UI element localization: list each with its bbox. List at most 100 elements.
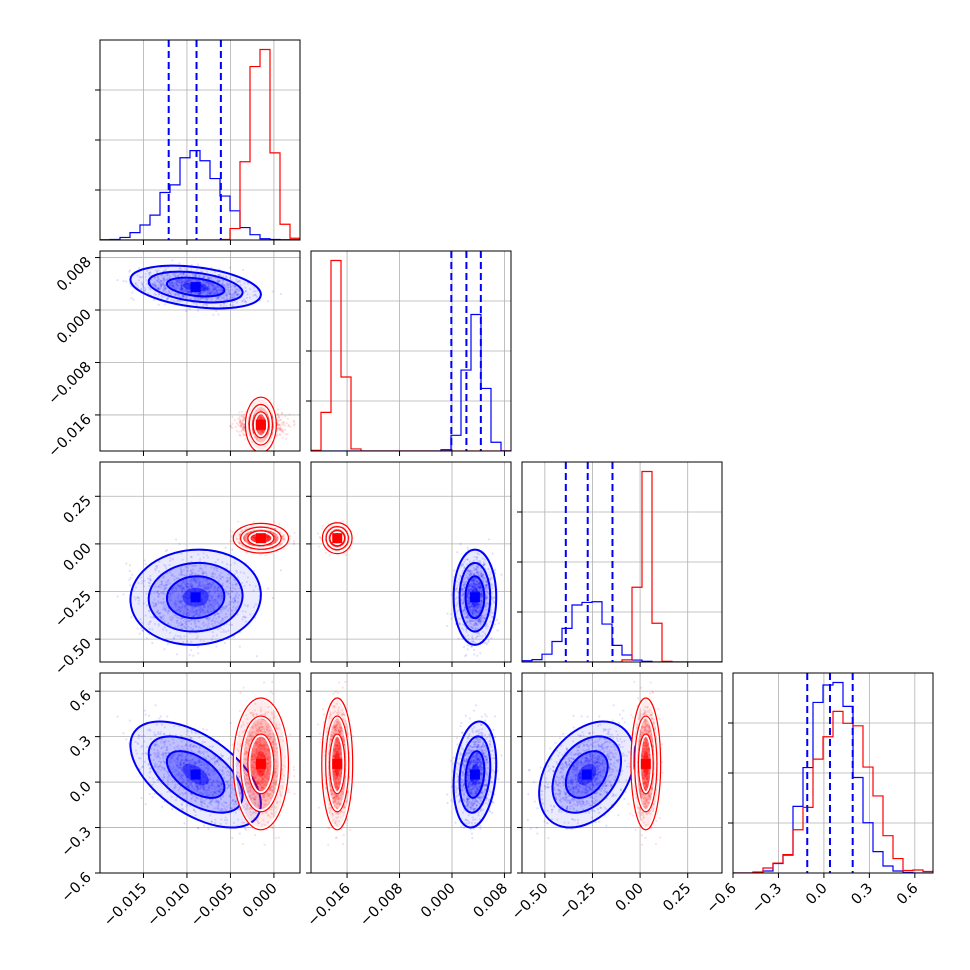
- scatter-point: [213, 285, 216, 288]
- scatter-point: [152, 283, 156, 286]
- scatter-point: [128, 570, 131, 573]
- scatter-point: [194, 572, 197, 575]
- scatter-point: [151, 641, 154, 645]
- scatter-point: [180, 281, 183, 284]
- scatter-point: [198, 582, 201, 585]
- scatter-point: [262, 430, 265, 433]
- scatter-point: [209, 594, 212, 597]
- scatter-point: [205, 602, 208, 605]
- scatter-point: [260, 417, 264, 420]
- scatter-point: [145, 278, 148, 282]
- scatter-point: [254, 435, 257, 439]
- scatter-point: [183, 295, 186, 298]
- scatter-point: [284, 428, 287, 431]
- scatter-point: [271, 596, 274, 600]
- scatter-point: [174, 274, 177, 278]
- scatter-point: [175, 589, 178, 592]
- scatter-point: [160, 283, 163, 286]
- scatter-point: [185, 274, 189, 277]
- scatter-point: [181, 282, 184, 285]
- scatter-point: [171, 616, 175, 619]
- scatter-point: [148, 271, 152, 274]
- scatter-point: [141, 275, 144, 279]
- scatter-point: [277, 423, 280, 426]
- scatter-point: [170, 285, 174, 289]
- scatter-point: [210, 603, 213, 607]
- scatter-point: [206, 617, 210, 620]
- scatter-point: [254, 294, 257, 297]
- scatter-point: [239, 420, 242, 423]
- scatter-point: [205, 299, 209, 302]
- scatter-point: [212, 604, 215, 607]
- histogram-1-2: [522, 470, 722, 662]
- scatter-point: [201, 291, 205, 294]
- scatter-point: [206, 297, 210, 300]
- scatter-point: [231, 586, 234, 590]
- scatter-point: [202, 291, 205, 294]
- scatter-point: [229, 540, 232, 543]
- scatter-point: [248, 296, 251, 299]
- scatter-point: [241, 422, 244, 425]
- scatter-point: [180, 583, 183, 586]
- scatter-point: [207, 285, 210, 288]
- scatter-point: [231, 422, 234, 425]
- scatter-point: [209, 607, 212, 610]
- scatter-point: [215, 309, 218, 312]
- scatter-point: [228, 276, 231, 280]
- scatter-point: [243, 433, 246, 437]
- scatter-point: [259, 416, 262, 420]
- scatter-point: [255, 655, 258, 658]
- scatter-point: [234, 425, 238, 428]
- scatter-point: [136, 286, 140, 289]
- scatter-point: [217, 273, 221, 277]
- scatter-point: [172, 589, 175, 592]
- scatter-point: [217, 296, 220, 299]
- scatter-point: [286, 433, 289, 436]
- scatter-point: [198, 567, 202, 570]
- scatter-point: [175, 282, 178, 285]
- scatter-point: [143, 585, 146, 588]
- scatter-point: [162, 603, 165, 606]
- scatter-point: [197, 279, 200, 282]
- scatter-point: [147, 274, 151, 277]
- scatter-point: [190, 279, 194, 283]
- scatter-point: [219, 304, 222, 307]
- scatter-point: [217, 297, 220, 301]
- scatter-point: [207, 585, 210, 588]
- scatter-point: [280, 412, 284, 416]
- scatter-point: [149, 288, 152, 291]
- scatter-point: [260, 417, 263, 420]
- scatter-point: [162, 287, 165, 290]
- scatter-point: [240, 424, 243, 427]
- density-peak: [255, 533, 266, 544]
- scatter-point: [188, 631, 192, 635]
- scatter-point: [159, 284, 162, 288]
- scatter-point: [243, 416, 246, 420]
- scatter-point: [197, 291, 200, 294]
- scatter-point: [166, 277, 169, 280]
- scatter-point: [159, 612, 162, 615]
- scatter-point: [157, 280, 160, 283]
- scatter-point: [159, 280, 162, 283]
- scatter-point: [255, 437, 259, 440]
- scatter-point: [224, 298, 227, 301]
- scatter-point: [190, 269, 193, 272]
- scatter-point: [260, 416, 263, 419]
- scatter-point: [144, 275, 147, 278]
- scatter-point: [157, 303, 160, 307]
- scatter-point: [231, 297, 235, 300]
- scatter-point: [177, 616, 180, 620]
- scatter-point: [193, 610, 197, 614]
- scatter-point: [242, 416, 245, 419]
- scatter-point: [260, 429, 263, 432]
- scatter-point: [229, 424, 232, 428]
- scatter-point: [275, 433, 278, 436]
- scatter-point: [240, 424, 243, 427]
- scatter-point: [157, 288, 161, 291]
- scatter-point: [205, 292, 209, 295]
- scatter-point: [283, 424, 286, 427]
- scatter-point: [278, 427, 281, 430]
- scatter-point: [216, 601, 219, 604]
- scatter-point: [221, 296, 224, 299]
- scatter-point: [210, 266, 213, 269]
